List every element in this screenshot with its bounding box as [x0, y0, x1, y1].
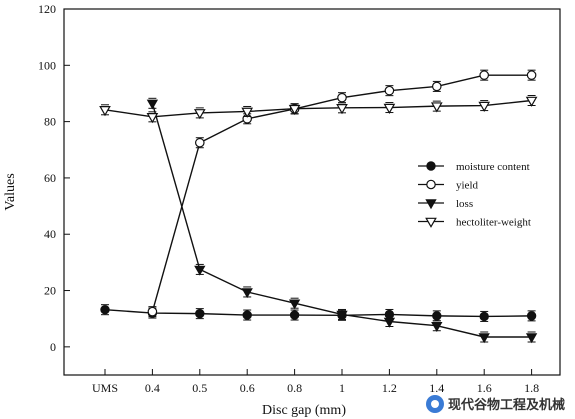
y-axis: 0 20 40 60 80 100 120: [38, 2, 70, 354]
data-point: [336, 310, 348, 321]
plot-frame: [63, 8, 561, 376]
data-point: [525, 333, 538, 344]
x-tick-label: 1.4: [429, 381, 444, 395]
legend-label: yield: [456, 180, 478, 192]
legend-label: hectoliter-weight: [456, 217, 531, 229]
y-tick-label: 120: [38, 2, 56, 16]
y-tick-label: 80: [44, 115, 56, 129]
data-point: [478, 101, 491, 112]
data-point: [384, 85, 395, 96]
x-tick-label: 0.4: [145, 381, 160, 395]
data-point: [479, 70, 489, 80]
data-point: [431, 322, 443, 332]
legend-marker: [425, 217, 437, 228]
data-point: [430, 102, 443, 113]
series-layer: [99, 69, 538, 344]
legend-label: loss: [456, 198, 473, 210]
series-line: [104, 308, 532, 318]
data-point: [146, 113, 159, 124]
legend-marker: [426, 161, 436, 171]
data-point: [336, 104, 348, 115]
x-axis: UMS 0.4 0.5 0.6 0.8 1 1.2 1.4 1.6 1.8: [92, 369, 539, 395]
y-tick-label: 100: [38, 58, 56, 72]
y-tick-label: 20: [44, 284, 56, 298]
data-point: [431, 81, 442, 92]
y-tick-label: 60: [44, 171, 56, 185]
x-tick-label: 1: [339, 381, 345, 395]
legend-item: yield: [418, 180, 478, 192]
data-point: [193, 109, 206, 120]
x-tick-label: 0.5: [192, 381, 207, 395]
x-tick-label: 1.6: [477, 381, 492, 395]
data-point: [479, 311, 489, 322]
data-point: [337, 92, 347, 103]
data-point: [288, 104, 301, 116]
x-tick-label: 1.8: [524, 381, 539, 395]
x-tick-label: 0.6: [240, 381, 255, 395]
legend-item: loss: [418, 198, 473, 210]
legend-label: moisture content: [456, 161, 530, 173]
data-point: [383, 103, 396, 114]
watermark: 现代谷物工程及机械: [423, 392, 569, 415]
wechat-style-icon: [425, 394, 444, 413]
data-point: [99, 105, 111, 117]
data-point: [100, 304, 110, 315]
series-hectoliter-weight: [99, 95, 538, 124]
y-axis-title: Values: [3, 173, 18, 210]
data-point: [195, 308, 205, 319]
x-axis-title: Disc gap (mm): [262, 403, 346, 418]
legend-item: hectoliter-weight: [418, 217, 531, 229]
data-point: [241, 288, 253, 299]
data-point: [194, 265, 206, 276]
y-tick-label: 40: [44, 227, 56, 241]
watermark-text: 现代谷物工程及机械: [447, 398, 565, 413]
y-tick-label: 0: [50, 340, 56, 354]
data-point: [147, 306, 158, 317]
data-point: [526, 70, 537, 80]
data-point: [241, 107, 254, 118]
data-point: [288, 299, 301, 310]
legend-marker: [425, 199, 437, 210]
series-line: [104, 99, 532, 118]
data-point: [384, 309, 395, 320]
data-point: [242, 310, 252, 320]
legend: moisture content yield loss hectoliter-weig…: [418, 161, 531, 229]
legend-marker: [426, 179, 436, 190]
data-point: [432, 311, 442, 321]
data-point: [383, 317, 396, 328]
plot-border: [63, 8, 561, 376]
data-point: [146, 99, 159, 110]
legend-item: moisture content: [418, 161, 530, 173]
x-tick-label: 1.2: [382, 381, 397, 395]
data-point: [195, 137, 205, 148]
series-loss: [146, 97, 538, 344]
data-point: [525, 96, 538, 107]
series-moisture-content: [100, 304, 537, 322]
x-tick-label: UMS: [92, 381, 118, 395]
x-tick-label: 0.8: [287, 381, 302, 395]
data-point: [289, 310, 300, 320]
data-point: [526, 311, 537, 321]
data-point: [478, 333, 490, 344]
